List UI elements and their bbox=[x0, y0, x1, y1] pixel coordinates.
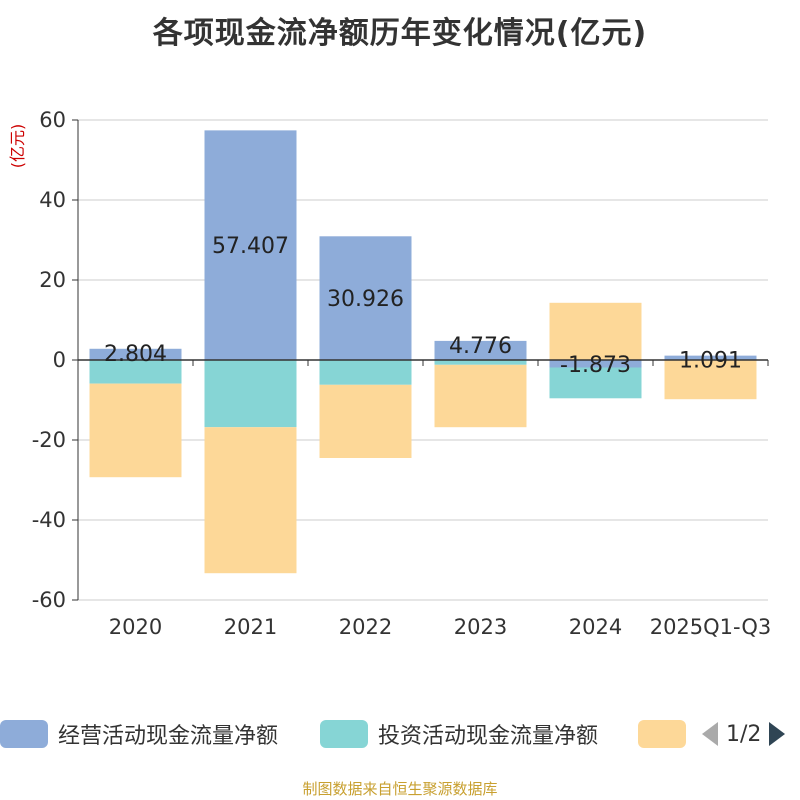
legend-swatch-financing bbox=[638, 720, 686, 748]
legend-page-indicator: 1/2 bbox=[726, 721, 762, 747]
y-tick-label: 20 bbox=[39, 268, 66, 292]
bar-investing-2024 bbox=[549, 367, 642, 399]
bar-operating-2024 bbox=[549, 360, 642, 368]
bar-investing-2020 bbox=[89, 360, 182, 384]
bar-financing-2022 bbox=[319, 384, 412, 458]
bar-financing-2020 bbox=[89, 383, 182, 478]
x-tick-label-2021: 2021 bbox=[224, 615, 277, 639]
next-page-icon[interactable] bbox=[767, 720, 787, 748]
x-tick-label-2023: 2023 bbox=[454, 615, 507, 639]
bar-financing-2021 bbox=[204, 427, 297, 574]
bar-operating-2020 bbox=[89, 348, 182, 360]
data-label-2022: 30.926 bbox=[327, 287, 404, 312]
data-label-2021: 57.407 bbox=[212, 234, 289, 259]
source-footer: 制图数据来自恒生聚源数据库 bbox=[302, 780, 498, 798]
y-tick-label: 40 bbox=[39, 188, 66, 212]
prev-page-icon[interactable] bbox=[700, 720, 720, 748]
y-tick-label: 0 bbox=[53, 348, 66, 372]
legend-swatch-investing bbox=[320, 720, 368, 748]
legend: 经营活动现金流量净额 投资活动现金流量净额 1/2 bbox=[0, 716, 800, 752]
x-tick-label-2024: 2024 bbox=[569, 615, 622, 639]
bar-operating-2023 bbox=[434, 340, 527, 360]
y-tick-label: -60 bbox=[32, 588, 66, 612]
data-label-2023: 4.776 bbox=[449, 334, 512, 359]
bar-financing-2024 bbox=[549, 302, 642, 360]
legend-pager: 1/2 bbox=[700, 716, 800, 752]
legend-label-investing: 投资活动现金流量净额 bbox=[378, 724, 599, 749]
bar-chart: 60 40 20 0 -20 -40 -60 (亿元) 2.804 57.407 30.926 4.7… bbox=[8, 108, 772, 639]
bar-operating-2022 bbox=[319, 236, 412, 360]
x-tick-label-2022: 2022 bbox=[339, 615, 392, 639]
bar-operating-2021 bbox=[204, 130, 297, 360]
bar-financing-2023 bbox=[434, 364, 527, 428]
y-tick-label: 60 bbox=[39, 108, 66, 132]
x-tick-label-2025Q1-Q3: 2025Q1-Q3 bbox=[650, 615, 772, 639]
y-axis-title: (亿元) bbox=[8, 124, 27, 169]
legend-item-financing[interactable] bbox=[638, 716, 696, 752]
legend-label-operating: 经营活动现金流量净额 bbox=[58, 724, 279, 749]
data-label-2024: -1.873 bbox=[560, 353, 631, 378]
legend-swatch-operating bbox=[0, 720, 48, 748]
bar-investing-2021 bbox=[204, 360, 297, 428]
y-tick-label: -20 bbox=[32, 428, 66, 452]
data-label-2020: 2.804 bbox=[104, 342, 167, 367]
bar-financing-2025Q1-Q3 bbox=[664, 360, 757, 400]
legend-item-operating[interactable]: 经营活动现金流量净额 bbox=[0, 716, 278, 752]
x-tick-label-2020: 2020 bbox=[109, 615, 162, 639]
bar-investing-2023 bbox=[434, 360, 527, 365]
bar-investing-2022 bbox=[319, 360, 412, 385]
chart-title: 各项现金流净额历年变化情况(亿元) bbox=[152, 16, 648, 51]
legend-item-investing[interactable]: 投资活动现金流量净额 bbox=[320, 716, 598, 752]
y-tick-label: -40 bbox=[32, 508, 66, 532]
bar-operating-2025Q1-Q3 bbox=[664, 355, 757, 360]
data-label-2025Q1-Q3: 1.091 bbox=[679, 349, 742, 374]
